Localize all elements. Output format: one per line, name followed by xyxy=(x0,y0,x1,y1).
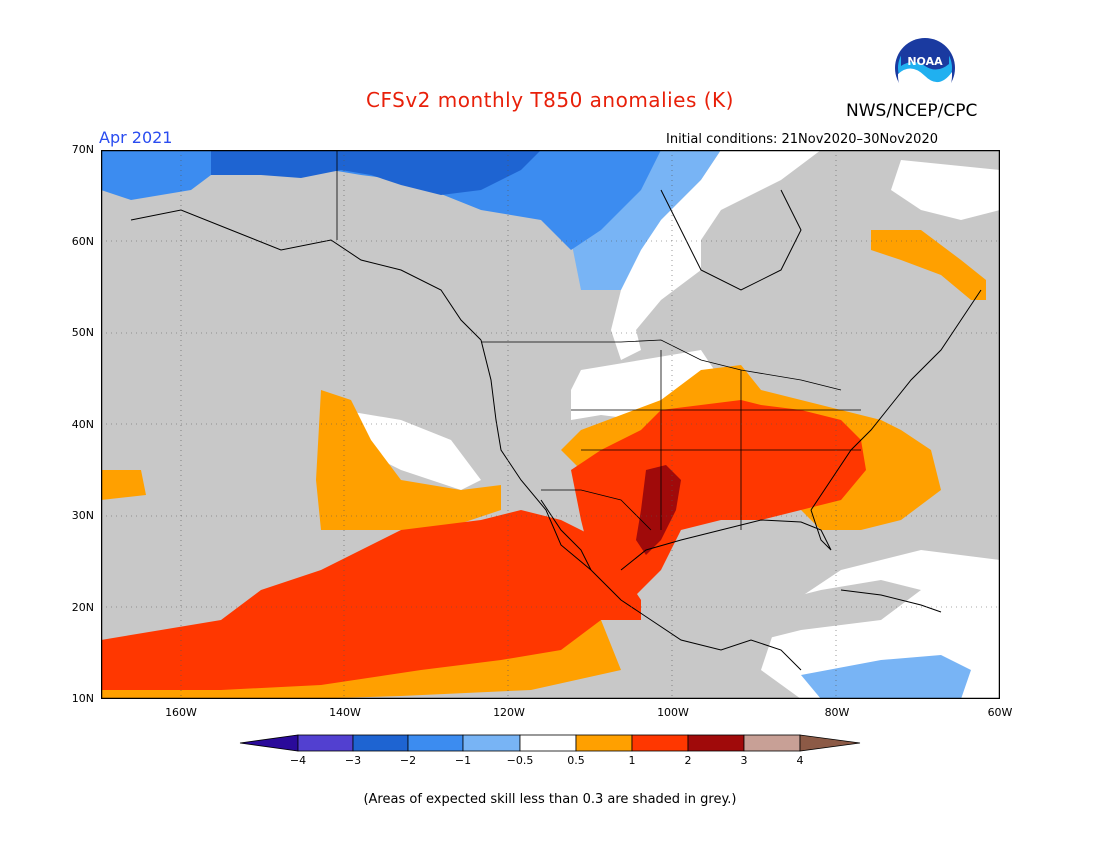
colorbar-tick: −3 xyxy=(344,754,362,767)
anomaly-neutral-northeast xyxy=(891,160,1000,220)
colorbar-tick: −2 xyxy=(399,754,417,767)
anomaly-orange-hawaii-west xyxy=(101,470,146,500)
lon-label-140w: 140W xyxy=(329,706,361,719)
anomaly-neutral-pacific xyxy=(341,410,481,490)
anomaly-red-us xyxy=(571,400,866,610)
lon-label-100w: 100W xyxy=(657,706,689,719)
anomaly-red-pacific xyxy=(101,510,641,690)
colorbar xyxy=(239,734,861,752)
colorbar-cap-high xyxy=(799,734,861,752)
lon-label-120w: 120W xyxy=(493,706,525,719)
noaa-logo: NOAA xyxy=(895,38,955,100)
colorbar-tick: 1 xyxy=(628,754,636,767)
anomaly-blue-dark-north xyxy=(211,150,341,178)
anomaly-blue-dark-north-2 xyxy=(341,150,541,195)
anomaly-orange-labrador xyxy=(871,230,986,300)
colorbar-tick: −1 xyxy=(454,754,472,767)
colorbar-bin-3-4 xyxy=(743,734,801,752)
colorbar-tick: 3 xyxy=(740,754,748,767)
lat-label-20n: 20N xyxy=(71,601,94,614)
anomaly-neutral-north xyxy=(611,150,821,360)
colorbar-tick: −0.5 xyxy=(506,754,534,767)
colorbar-tick: 4 xyxy=(796,754,804,767)
coastline-cuba xyxy=(840,589,942,613)
lon-label-160w: 160W xyxy=(165,706,197,719)
lon-label-60w: 60W xyxy=(987,706,1013,719)
colorbar-bin-m1-m05 xyxy=(462,734,521,752)
colorbar-bin-m3-m2 xyxy=(352,734,409,752)
colorbar-tick: 0.5 xyxy=(567,754,585,767)
lat-label-10n: 10N xyxy=(71,692,94,705)
coastline-east-us xyxy=(810,289,982,511)
valid-month: Apr 2021 xyxy=(99,128,173,147)
lat-label-30n: 30N xyxy=(71,509,94,522)
lon-label-80w: 80W xyxy=(824,706,850,719)
colorbar-tick: −4 xyxy=(289,754,307,767)
coastline-hudson xyxy=(660,189,802,291)
colorbar-bin-neutral xyxy=(519,734,577,752)
logo-text: NOAA xyxy=(907,55,943,68)
colorbar-bin-1-2 xyxy=(631,734,689,752)
footnote: (Areas of expected skill less than 0.3 a… xyxy=(363,792,737,807)
map-frame xyxy=(101,150,1000,699)
coastline-baja xyxy=(540,499,592,571)
lat-label-40n: 40N xyxy=(71,418,94,431)
map-panel xyxy=(101,150,1000,699)
colorbar-bin-m4-m3 xyxy=(297,734,354,752)
anomaly-orange-pacific-north xyxy=(316,390,501,530)
coastline-alaska xyxy=(130,209,482,341)
colorbar-bin-05-1 xyxy=(575,734,633,752)
anomaly-darkred-texas xyxy=(636,465,681,555)
chart-title: CFSv2 monthly T850 anomalies (K) xyxy=(366,88,734,112)
lat-label-60n: 60N xyxy=(71,235,94,248)
colorbar-tick: 2 xyxy=(684,754,692,767)
border-us-canada xyxy=(481,339,842,391)
lat-label-70n: 70N xyxy=(71,143,94,156)
border-us-mexico xyxy=(541,489,652,531)
anomaly-blue-light-caribbean xyxy=(801,655,971,699)
colorbar-bin-m2-m1 xyxy=(407,734,464,752)
colorbar-bin-2-3 xyxy=(687,734,745,752)
low-skill-caribbean xyxy=(661,580,921,650)
colorbar-cap-low xyxy=(239,734,299,752)
coastline-gulf xyxy=(620,509,832,571)
agency-label: NWS/NCEP/CPC xyxy=(846,101,978,121)
anomaly-blue-mid-north xyxy=(101,150,211,200)
lat-label-50n: 50N xyxy=(71,326,94,339)
initial-conditions: Initial conditions: 21Nov2020–30Nov2020 xyxy=(666,132,938,147)
